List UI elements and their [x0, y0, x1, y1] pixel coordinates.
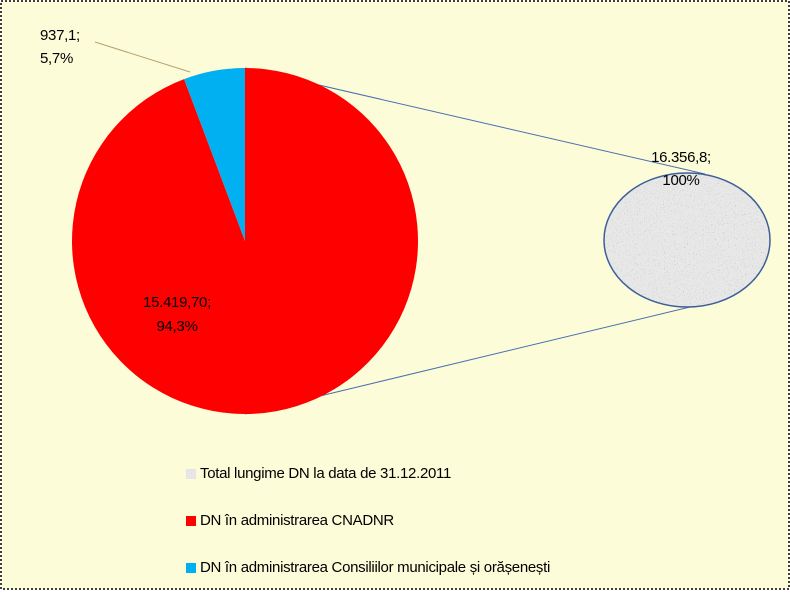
total-ellipse — [604, 173, 770, 307]
legend-swatch — [186, 516, 196, 526]
total-ellipse-outline — [603, 172, 771, 308]
data-label: 16.356,8; — [651, 149, 711, 166]
data-label: 94,3% — [156, 318, 197, 335]
pie-slice — [184, 68, 245, 241]
legend-label: DN în administrarea Consiliilor municipa… — [200, 559, 550, 576]
data-label: 15.419,70; — [143, 294, 211, 311]
legend-swatch — [186, 469, 196, 479]
pie-slice — [72, 68, 418, 414]
data-label: 5,7% — [40, 50, 73, 67]
legend-label: Total lungime DN la data de 31.12.2011 — [200, 465, 451, 482]
data-label: 100% — [662, 172, 699, 189]
legend-label: DN în administrarea CNADNR — [200, 512, 394, 529]
leader-line — [94, 41, 191, 73]
legend-swatch — [186, 563, 196, 573]
data-label: 937,1; — [40, 27, 80, 44]
connector-line — [244, 67, 706, 175]
